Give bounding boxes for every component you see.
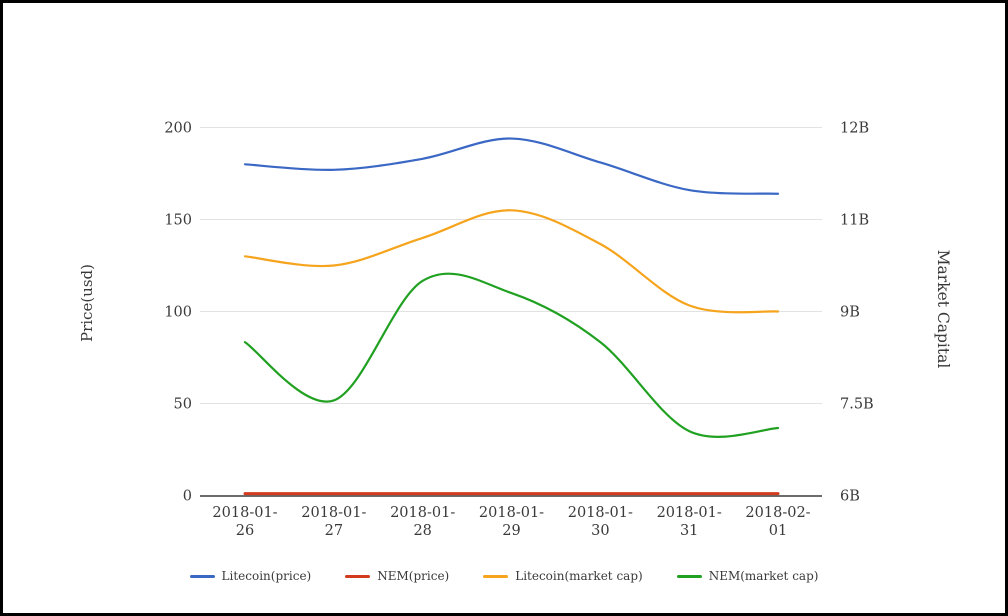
legend-swatch-icon [189, 574, 215, 578]
x-axis-tick: 2018-01-28 [390, 505, 455, 539]
legend-item-label: NEM(price) [377, 569, 450, 583]
legend-item-litecoin-price[interactable]: Litecoin(price) [189, 569, 312, 583]
y-axis-tick-left: 50 [174, 397, 192, 413]
x-axis-tick: 2018-01-26 [212, 505, 277, 539]
series-line-nem-market-cap [243, 272, 780, 438]
right-axis-title: Market Capital [934, 249, 952, 369]
y-axis-tick-right: 9B [840, 305, 860, 321]
legend-item-label: Litecoin(price) [221, 569, 312, 583]
legend-item-label: NEM(market cap) [708, 569, 819, 583]
series-line-litecoin-price [243, 137, 780, 195]
legend: Litecoin(price) NEM(price) Litecoin(market… [3, 569, 1005, 583]
y-axis-tick-left: 100 [164, 305, 192, 321]
legend-swatch-icon [676, 574, 702, 578]
left-axis-title: Price(usd) [78, 263, 96, 343]
series-line-litecoin-market-cap [243, 209, 780, 314]
x-axis-tick: 2018-02-01 [745, 505, 810, 539]
y-axis-tick-right: 11B [840, 213, 869, 229]
y-axis-tick-right: 12B [840, 121, 869, 137]
y-axis-tick-left: 150 [164, 213, 192, 229]
chart-canvas: 0 50 100 150 200 6B 7.5B 9B 11B 12B 2018-01-26 2018… [164, 121, 874, 540]
legend-item-label: Litecoin(market cap) [515, 569, 643, 583]
y-axis-tick-left: 0 [183, 489, 192, 505]
y-axis-tick-right: 7.5B [840, 397, 874, 413]
x-axis-tick: 2018-01-31 [657, 505, 722, 539]
legend-item-nem-market-cap[interactable]: NEM(market cap) [676, 569, 819, 583]
x-axis-tick: 2018-01-29 [479, 505, 544, 539]
y-axis-tick-left: 200 [164, 121, 192, 137]
x-axis-tick: 2018-01-30 [568, 505, 633, 539]
x-axis-tick: 2018-01-27 [301, 505, 366, 539]
legend-swatch-icon [345, 574, 371, 578]
y-axis-tick-right: 6B [840, 489, 860, 505]
legend-swatch-icon [483, 574, 509, 578]
legend-item-nem-price[interactable]: NEM(price) [345, 569, 449, 583]
legend-item-litecoin-market-cap[interactable]: Litecoin(market cap) [483, 569, 643, 583]
